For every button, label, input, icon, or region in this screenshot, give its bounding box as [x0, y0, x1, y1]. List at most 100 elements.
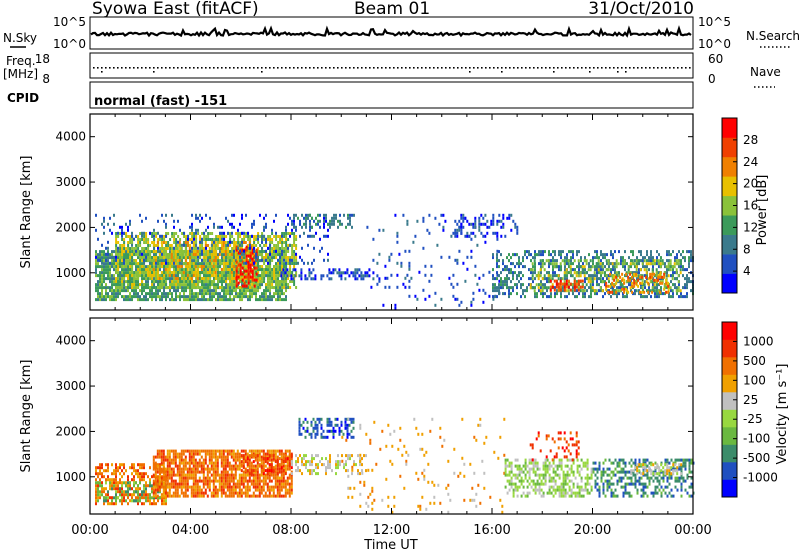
scatter-cell [263, 262, 266, 265]
scatter-cell [508, 295, 510, 299]
scatter-cell [95, 472, 97, 476]
scatter-cell [496, 219, 499, 223]
scatter-cell [168, 259, 171, 262]
scatter-cell [162, 241, 165, 244]
scatter-cell [655, 268, 658, 272]
scatter-cell [208, 271, 211, 274]
scatter-cell [269, 283, 272, 286]
scatter-cell [229, 298, 231, 302]
scatter-cell [661, 280, 664, 284]
scatter-cell [508, 216, 511, 220]
scatter-cell [506, 268, 508, 272]
scatter-cell [135, 247, 138, 250]
scatter-cell [277, 235, 280, 238]
scatter-cell [121, 253, 124, 256]
scatter-cell [177, 219, 179, 223]
scatter-cell [418, 270, 421, 274]
scatter-cell [669, 268, 672, 272]
scatter-cell [213, 277, 216, 280]
scatter-cell [686, 250, 688, 254]
nave-dot [325, 67, 327, 69]
scatter-cell [659, 262, 662, 266]
scatter-cell [222, 244, 225, 247]
scatter-cell [524, 289, 526, 293]
scatter-cell [605, 259, 608, 263]
scatter-cell [534, 253, 536, 257]
scatter-cell [143, 496, 145, 500]
scatter-cell [157, 289, 159, 293]
power-y-axis-label: Slant Range [km] [19, 156, 34, 269]
scatter-cell [245, 280, 247, 284]
scatter-cell [285, 298, 287, 302]
scatter-cell [275, 235, 278, 238]
scatter-cell [510, 262, 512, 266]
scatter-cell [177, 256, 180, 259]
scatter-cell [534, 286, 536, 290]
scatter-cell [237, 232, 240, 235]
scatter-cell [456, 222, 459, 226]
scatter-cell [654, 295, 656, 299]
scatter-cell [131, 298, 133, 302]
scatter-cell [111, 298, 113, 302]
scatter-cell [253, 271, 255, 275]
nave-dot [405, 67, 407, 69]
scatter-cell [600, 259, 602, 263]
scatter-cell [532, 265, 534, 269]
scatter-cell [219, 295, 221, 299]
scatter-cell [159, 280, 162, 283]
scatter-cell [671, 274, 674, 278]
scatter-cell [97, 280, 99, 284]
scatter-cell [214, 256, 217, 259]
scatter-cell [195, 238, 198, 241]
scatter-cell [651, 290, 654, 294]
scatter-cell [217, 286, 219, 290]
scatter-cell [235, 269, 238, 273]
scatter-cell [500, 283, 502, 287]
scatter-cell [504, 292, 506, 296]
scatter-cell [180, 250, 183, 253]
scatter-cell [565, 271, 568, 275]
scatter-cell [627, 265, 630, 269]
scatter-cell [139, 295, 141, 299]
scatter-cell [450, 282, 453, 286]
scatter-cell [599, 286, 602, 290]
scatter-cell [139, 238, 142, 241]
scatter-cell [115, 481, 117, 485]
scatter-cell [283, 247, 286, 250]
scatter-cell [207, 238, 210, 241]
scatter-cell [115, 268, 117, 272]
scatter-cell [127, 228, 129, 232]
scatter-cell [271, 298, 273, 302]
scatter-cell [209, 289, 211, 293]
scatter-cell [235, 260, 238, 264]
scatter-cell [613, 284, 616, 288]
scatter-cell [213, 240, 215, 244]
scatter-cell [328, 268, 331, 272]
scatter-cell [223, 271, 226, 274]
scatter-cell [95, 262, 97, 266]
scatter-cell [275, 292, 277, 296]
scatter-cell [141, 247, 144, 250]
scatter-cell [181, 243, 183, 247]
scatter-cell [622, 265, 624, 269]
scatter-cell [246, 244, 249, 247]
scatter-cell [239, 222, 241, 226]
scatter-cell [211, 295, 213, 299]
scatter-cell [167, 244, 170, 247]
scatter-cell [629, 286, 632, 290]
scatter-cell [522, 283, 524, 287]
scatter-cell [213, 222, 215, 226]
scatter-cell [624, 250, 626, 254]
scatter-cell [644, 295, 646, 299]
scatter-cell [462, 261, 465, 265]
scatter-cell [221, 225, 223, 229]
scatter-cell [235, 245, 238, 249]
nave-dot [109, 67, 111, 69]
scatter-cell [235, 292, 237, 296]
scatter-cell [291, 250, 294, 253]
scatter-cell [570, 250, 572, 254]
scatter-cell [300, 274, 303, 278]
scatter-cell [289, 258, 291, 262]
scatter-cell [573, 288, 576, 292]
scatter-cell [299, 234, 301, 238]
